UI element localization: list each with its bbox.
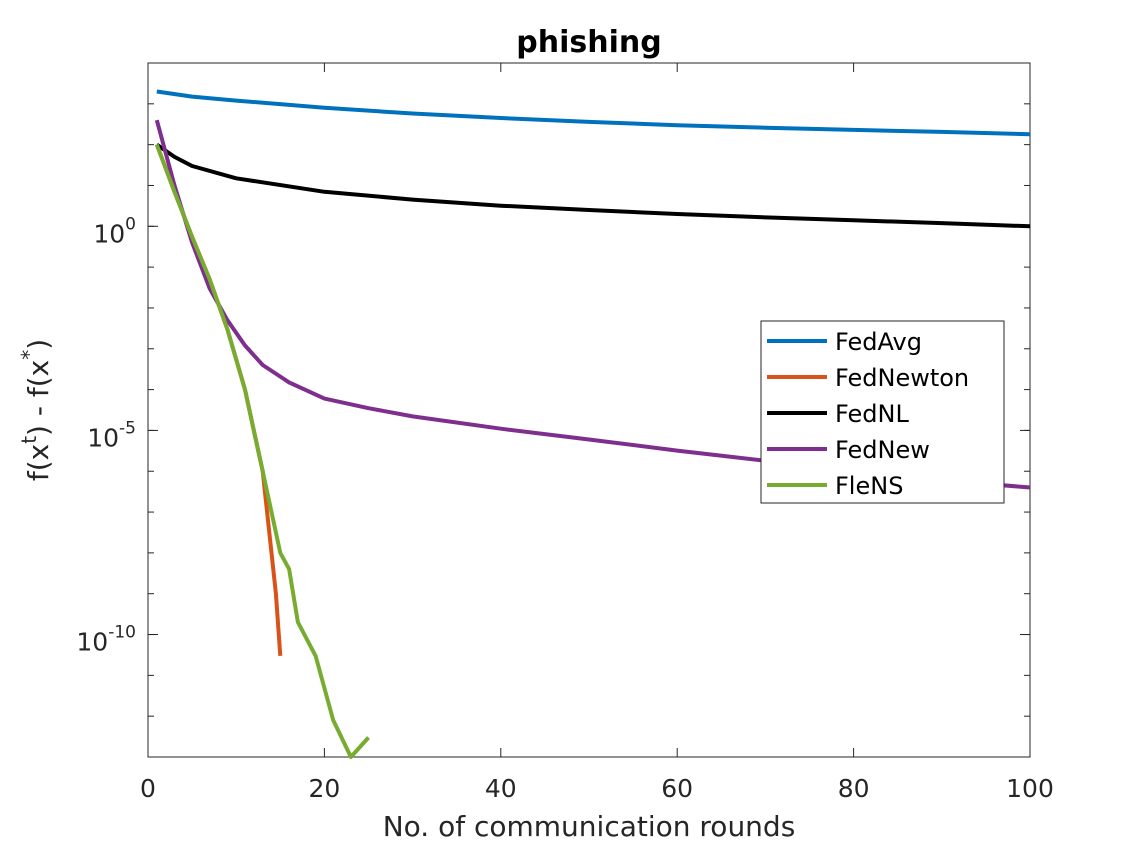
y-tick-base: 10 [93, 219, 125, 248]
y-axis-label-pre: f(x [22, 444, 55, 481]
y-tick-base: 10 [87, 423, 119, 452]
x-tick-label: 40 [485, 774, 517, 803]
y-axis-label-sup-star: * [17, 350, 41, 360]
x-tick-label: 100 [1006, 774, 1054, 803]
series-line-fedavg [156, 89, 1031, 137]
x-tick-labels: 0 20 40 60 80 100 [140, 774, 1054, 803]
series-line-fednl [155, 142, 1031, 229]
legend: FedAvg FedNewton FedNL FedNew FleNS [760, 320, 1005, 504]
chart-title: phishing [516, 25, 661, 60]
x-tick-label: 0 [140, 774, 156, 803]
legend-label-fednew: FedNew [835, 436, 930, 464]
y-axis-label-sup-t: t [17, 436, 41, 444]
y-axis-label-mid: ) - f(x [22, 360, 55, 436]
legend-label-fednewton: FedNewton [835, 364, 969, 392]
y-axis-label: f(xt) - f(x*) [17, 339, 55, 481]
y-tick-label: 100 [93, 214, 136, 248]
x-axis-label: No. of communication rounds [383, 810, 796, 843]
legend-items: FedAvg FedNewton FedNL FedNew FleNS [767, 328, 969, 500]
y-tick-label: 10-10 [76, 623, 136, 657]
y-tick-exponent: 0 [125, 214, 136, 234]
series-line-flens [154, 143, 370, 759]
x-tick-label: 60 [661, 774, 693, 803]
x-tick-label: 80 [838, 774, 870, 803]
legend-label-fedavg: FedAvg [835, 328, 922, 356]
y-tick-label: 10-5 [87, 418, 136, 452]
y-axis-label-post: ) [22, 339, 55, 350]
y-tick-exponent: -5 [119, 418, 136, 438]
x-tick-label: 20 [308, 774, 340, 803]
y-tick-base: 10 [76, 628, 108, 657]
legend-label-flens: FleNS [835, 472, 903, 500]
legend-label-fednl: FedNL [835, 400, 909, 428]
y-tick-exponent: -10 [108, 623, 136, 643]
